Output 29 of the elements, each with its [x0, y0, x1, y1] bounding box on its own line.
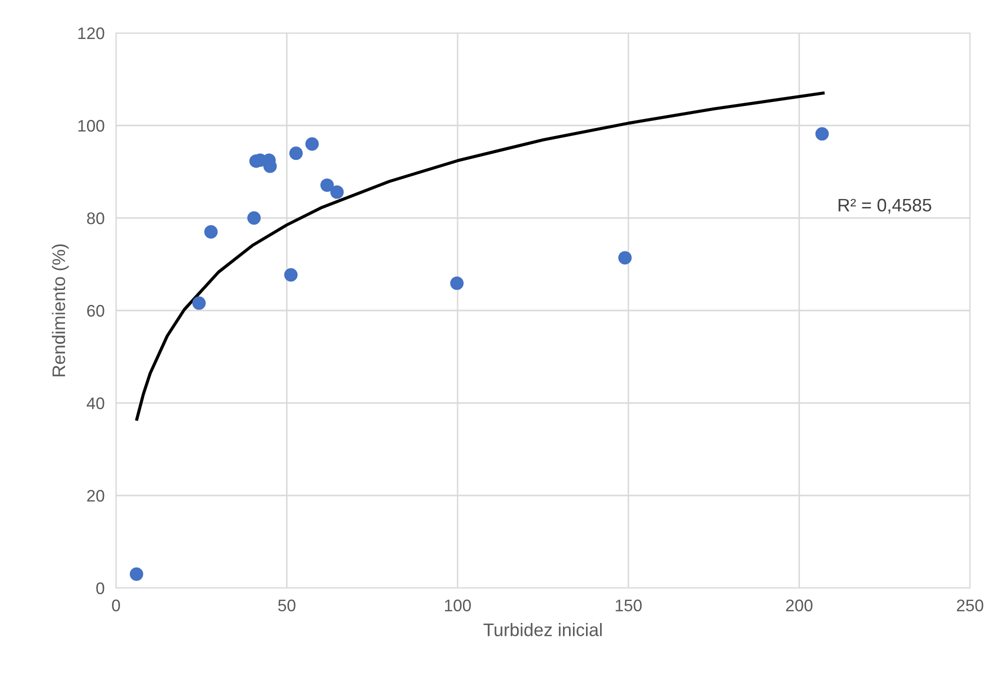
x-tick-label: 50 — [278, 600, 296, 612]
y-tick-label: 20 — [87, 490, 104, 502]
point — [618, 251, 632, 264]
annotation: R² = 0,4585 — [838, 198, 932, 214]
y-tick-label: 40 — [86, 397, 104, 410]
point — [192, 296, 206, 310]
point — [247, 211, 261, 225]
point — [130, 567, 144, 581]
point — [815, 127, 829, 141]
point — [289, 146, 303, 160]
x-tick-label: 100 — [444, 600, 471, 612]
y-tick-label: 100 — [78, 120, 104, 132]
y-axis-title: Rendimiento (%) — [52, 244, 69, 376]
point — [330, 185, 344, 199]
point — [320, 178, 334, 192]
point — [450, 276, 464, 290]
y-tick-label: 120 — [78, 27, 104, 40]
x-tick-label: 200 — [786, 600, 812, 612]
x-tick-label: 150 — [616, 600, 642, 612]
line-series — [135, 92, 825, 421]
point — [204, 225, 218, 239]
y-tick-label: 0 — [96, 582, 104, 594]
point — [305, 137, 319, 151]
y-tick-label: 60 — [87, 304, 104, 317]
y-tick-label: 80 — [87, 212, 104, 224]
x-tick-label: 250 — [956, 600, 984, 612]
x-tick-label: 0 — [112, 600, 120, 612]
point — [284, 268, 298, 282]
x-axis-title: Turbidez inicial — [484, 622, 602, 636]
